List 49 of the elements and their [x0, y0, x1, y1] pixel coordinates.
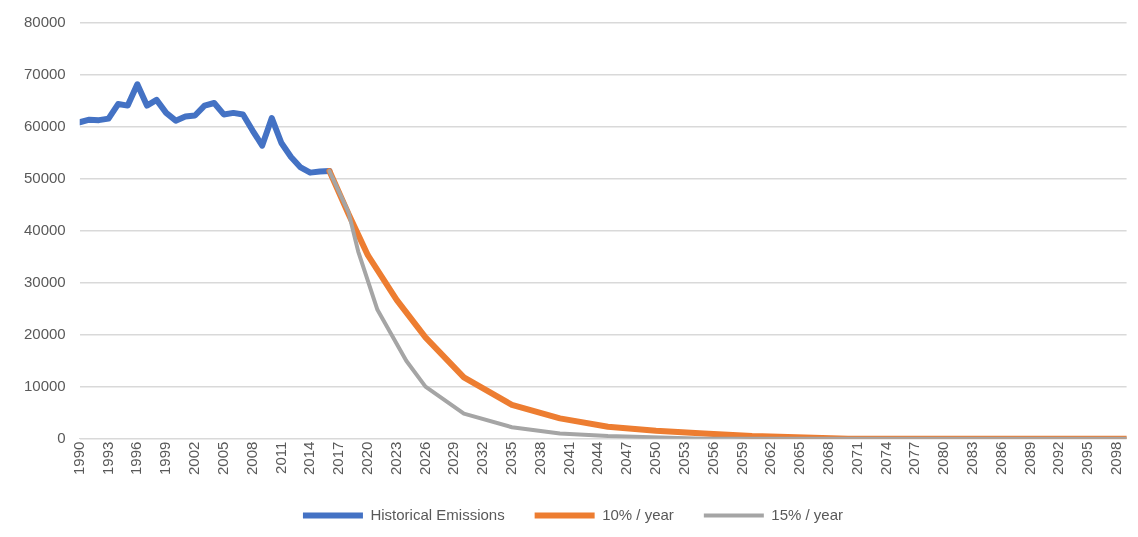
y-tick-label: 10000 — [23, 376, 66, 394]
x-tick-label: 1996 — [127, 441, 145, 476]
x-tick-label: 2005 — [213, 441, 231, 476]
x-tick-label: 2077 — [905, 441, 923, 476]
x-tick-label: 2065 — [790, 441, 808, 476]
y-tick-label: 20000 — [23, 324, 66, 342]
y-tick-label: 40000 — [23, 220, 66, 238]
x-tick-label: 2074 — [876, 441, 894, 476]
x-tick-label: 2056 — [703, 441, 721, 476]
x-tick-label: 2008 — [242, 441, 260, 476]
x-tick-label: 2059 — [732, 441, 750, 476]
x-tick-label: 2092 — [1049, 441, 1067, 476]
x-tick-label: 1999 — [156, 441, 174, 476]
x-tick-label: 2071 — [847, 441, 865, 476]
x-tick-label: 2095 — [1078, 441, 1096, 476]
legend-label: 15% / year — [771, 505, 844, 523]
y-tick-label: 0 — [57, 428, 66, 446]
y-tick-label: 30000 — [23, 272, 66, 290]
x-tick-label: 2086 — [991, 441, 1009, 476]
legend-label: 10% / year — [602, 505, 674, 523]
y-tick-label: 60000 — [23, 117, 66, 135]
x-tick-label: 2098 — [1107, 441, 1125, 476]
x-tick-label: 2026 — [415, 441, 433, 476]
y-tick-label: 70000 — [23, 65, 66, 83]
x-tick-label: 2017 — [329, 441, 347, 476]
x-tick-label: 2032 — [473, 441, 491, 476]
x-tick-label: 2041 — [559, 441, 577, 476]
y-tick-label: 50000 — [23, 169, 66, 186]
x-tick-label: 2062 — [761, 441, 779, 476]
x-tick-label: 2089 — [1020, 441, 1038, 476]
x-tick-label: 2035 — [502, 441, 520, 476]
x-tick-label: 2038 — [530, 441, 548, 476]
x-tick-label: 2068 — [818, 441, 836, 476]
x-tick-label: 2020 — [357, 441, 375, 476]
x-tick-label: 2044 — [588, 441, 606, 476]
x-tick-label: 2002 — [185, 441, 203, 476]
x-tick-label: 1990 — [69, 441, 87, 476]
x-tick-label: 2083 — [963, 441, 981, 476]
x-tick-label: 1993 — [98, 441, 116, 476]
x-tick-label: 2047 — [617, 441, 635, 476]
x-tick-label: 2050 — [646, 441, 664, 476]
y-tick-label: 80000 — [23, 13, 66, 31]
x-tick-label: 2023 — [386, 441, 404, 476]
x-tick-label: 2014 — [300, 441, 318, 476]
x-tick-label: 2053 — [674, 441, 692, 476]
x-tick-label: 2011 — [271, 441, 289, 474]
x-tick-label: 2080 — [934, 441, 952, 476]
x-tick-label: 2029 — [444, 441, 462, 476]
legend-label: Historical Emissions — [370, 505, 505, 523]
